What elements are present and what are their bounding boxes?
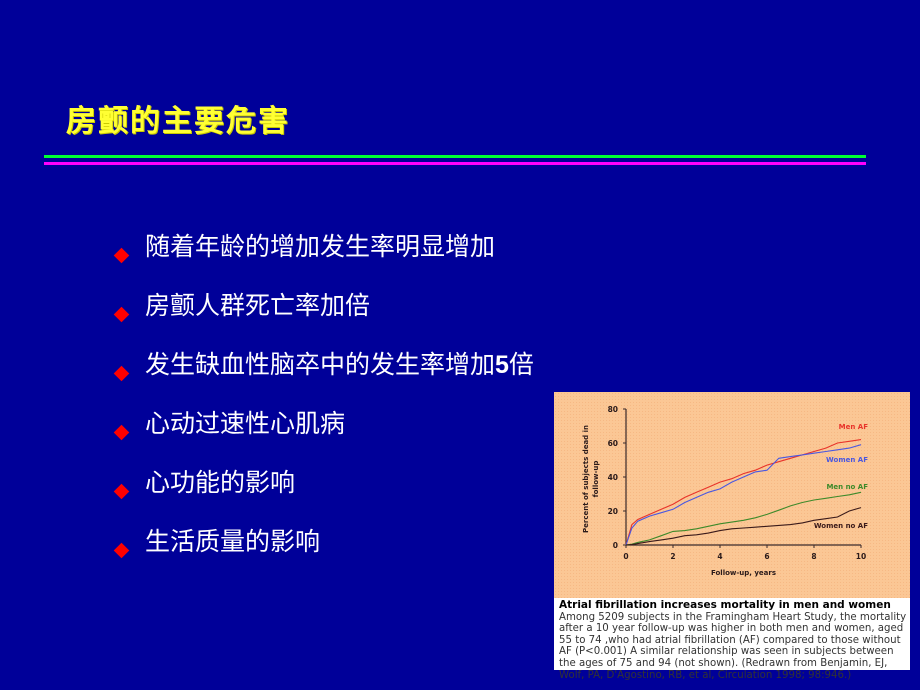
x-tick-label: 6	[764, 552, 769, 561]
bullet-item: 发生缺血性脑卒中的发生率增加5倍	[110, 344, 534, 403]
x-tick-label: 2	[670, 552, 675, 561]
bullet-text-part: 发生缺血性脑卒中的发生率增加	[145, 349, 496, 379]
y-tick-label: 60	[608, 439, 618, 448]
bullet-text: 心功能的影响	[145, 468, 296, 497]
slide-title: 房颤的主要危害	[66, 104, 290, 139]
bullet-text: 生活质量的影响	[145, 527, 321, 556]
bullet-item: 房颤人群死亡率加倍	[110, 285, 534, 344]
red-diamond-bullet-icon	[113, 483, 130, 500]
title-divider-magenta	[44, 162, 866, 165]
figure-caption: Atrial fibrillation increases mortality …	[559, 599, 909, 681]
bullet-text: 房颤人群死亡率加倍	[145, 291, 371, 320]
bullet-item: 心功能的影响	[110, 462, 534, 521]
bullet-list: 随着年龄的增加发生率明显增加 房颤人群死亡率加倍 发生缺血性脑卒中的发生率增加5…	[110, 226, 534, 580]
bullet-item: 心动过速性心肌病	[110, 403, 534, 462]
series-label: Men AF	[839, 423, 869, 431]
x-tick-label: 8	[811, 552, 816, 561]
bullet-text: 随着年龄的增加发生率明显增加	[145, 232, 496, 261]
series-line-men-no-af	[625, 491, 862, 546]
x-axis-label: Follow-up, years	[711, 569, 776, 577]
series-label: Women no AF	[814, 522, 868, 530]
x-tick-label: 4	[717, 552, 722, 561]
series-line-women-af	[625, 444, 862, 546]
y-tick-label: 0	[613, 541, 618, 550]
chart-plot-area: 0 20 40 60 80 0 2 4 6 8 10 Follow-up, years Percent …	[554, 392, 910, 598]
bullet-item: 随着年龄的增加发生率明显增加	[110, 226, 534, 285]
series-line-women-no-af	[625, 507, 862, 546]
bullet-number: 5	[495, 350, 509, 379]
red-diamond-bullet-icon	[113, 306, 130, 323]
y-tick-label: 20	[608, 507, 618, 516]
series-label: Men no AF	[826, 483, 868, 491]
y-axis-label: Percent of subjects dead in follow-up	[582, 425, 600, 533]
series-line-men-af	[625, 439, 862, 546]
series-label: Women AF	[826, 456, 868, 464]
bullet-item: 生活质量的影响	[110, 521, 534, 580]
red-diamond-bullet-icon	[113, 542, 130, 559]
x-tick-label: 0	[623, 552, 628, 561]
caption-body: Among 5209 subjects in the Framingham He…	[559, 611, 907, 681]
red-diamond-bullet-icon	[113, 247, 130, 264]
title-divider-green	[44, 155, 866, 158]
red-diamond-bullet-icon	[113, 424, 130, 441]
bullet-text: 发生缺血性脑卒中的发生率增加5倍	[145, 352, 534, 378]
y-tick-label: 80	[608, 405, 618, 414]
y-tick-label: 40	[608, 473, 618, 482]
mortality-figure: 0 20 40 60 80 0 2 4 6 8 10 Follow-up, years Percent …	[554, 392, 910, 681]
x-tick-label: 10	[856, 552, 866, 561]
caption-title: Atrial fibrillation increases mortality …	[559, 599, 891, 611]
red-diamond-bullet-icon	[113, 365, 130, 382]
mortality-line-chart: 0 20 40 60 80 0 2 4 6 8 10 Follow-up, years Percent …	[582, 405, 869, 577]
bullet-text-part: 倍	[508, 349, 534, 379]
bullet-text: 心动过速性心肌病	[145, 409, 346, 438]
